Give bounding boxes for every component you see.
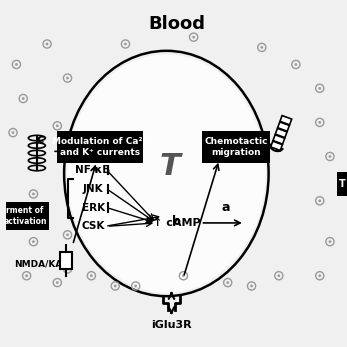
FancyBboxPatch shape bbox=[1, 202, 49, 230]
FancyBboxPatch shape bbox=[337, 172, 347, 196]
Circle shape bbox=[66, 268, 69, 270]
Ellipse shape bbox=[136, 137, 197, 210]
Ellipse shape bbox=[111, 107, 222, 240]
Text: T: T bbox=[159, 152, 180, 181]
Circle shape bbox=[318, 87, 321, 90]
Ellipse shape bbox=[68, 55, 265, 292]
Bar bbox=[280, 116, 292, 125]
Circle shape bbox=[12, 131, 14, 134]
Ellipse shape bbox=[93, 85, 240, 262]
Text: T: T bbox=[339, 179, 346, 189]
Ellipse shape bbox=[103, 98, 229, 249]
Text: Chemotactic
migration: Chemotactic migration bbox=[204, 137, 268, 157]
Circle shape bbox=[329, 240, 331, 243]
Text: JNK: JNK bbox=[83, 184, 103, 194]
Circle shape bbox=[134, 285, 137, 287]
Text: a: a bbox=[222, 201, 230, 214]
Ellipse shape bbox=[107, 102, 226, 245]
Text: b: b bbox=[172, 215, 181, 228]
Circle shape bbox=[318, 274, 321, 277]
Ellipse shape bbox=[82, 72, 251, 275]
Circle shape bbox=[15, 223, 18, 226]
FancyBboxPatch shape bbox=[202, 131, 270, 163]
Circle shape bbox=[261, 46, 263, 49]
Text: ↑ cAMP: ↑ cAMP bbox=[153, 218, 201, 228]
Ellipse shape bbox=[78, 68, 254, 279]
Ellipse shape bbox=[132, 133, 201, 214]
Circle shape bbox=[318, 200, 321, 202]
Text: iGlu3R: iGlu3R bbox=[151, 320, 192, 330]
Ellipse shape bbox=[128, 128, 204, 219]
Circle shape bbox=[329, 155, 331, 158]
FancyBboxPatch shape bbox=[57, 131, 143, 163]
Ellipse shape bbox=[114, 111, 219, 236]
Text: ERK: ERK bbox=[82, 203, 105, 213]
Text: rment of
activation: rment of activation bbox=[3, 206, 47, 226]
Bar bbox=[273, 135, 285, 144]
Text: c: c bbox=[36, 133, 44, 146]
Circle shape bbox=[278, 274, 280, 277]
Circle shape bbox=[66, 77, 69, 79]
Ellipse shape bbox=[75, 64, 258, 283]
Bar bbox=[278, 122, 289, 131]
Circle shape bbox=[226, 281, 229, 284]
Ellipse shape bbox=[71, 59, 261, 288]
Ellipse shape bbox=[125, 124, 208, 223]
Circle shape bbox=[124, 43, 127, 45]
Text: Modulation of Ca²⁺
and K⁺ currents: Modulation of Ca²⁺ and K⁺ currents bbox=[52, 137, 147, 157]
Circle shape bbox=[46, 43, 49, 45]
Text: Blood: Blood bbox=[148, 15, 205, 33]
Text: NMDA/KA: NMDA/KA bbox=[14, 259, 63, 268]
Circle shape bbox=[295, 63, 297, 66]
Text: CSK: CSK bbox=[82, 221, 105, 231]
Circle shape bbox=[15, 63, 18, 66]
Circle shape bbox=[250, 285, 253, 287]
Text: NF-κB: NF-κB bbox=[75, 165, 111, 175]
Circle shape bbox=[32, 193, 35, 195]
Bar bbox=[271, 141, 282, 151]
Ellipse shape bbox=[89, 81, 244, 266]
Circle shape bbox=[114, 285, 117, 287]
Circle shape bbox=[56, 125, 59, 127]
Ellipse shape bbox=[96, 90, 236, 257]
Circle shape bbox=[32, 240, 35, 243]
Ellipse shape bbox=[86, 77, 247, 270]
Circle shape bbox=[56, 281, 59, 284]
Circle shape bbox=[182, 274, 185, 277]
Circle shape bbox=[90, 274, 93, 277]
Circle shape bbox=[25, 274, 28, 277]
Ellipse shape bbox=[118, 115, 215, 232]
Circle shape bbox=[192, 36, 195, 39]
Bar bbox=[275, 128, 287, 138]
Bar bbox=[60, 252, 72, 269]
Circle shape bbox=[318, 121, 321, 124]
Circle shape bbox=[66, 234, 69, 236]
Circle shape bbox=[22, 97, 25, 100]
Ellipse shape bbox=[121, 119, 211, 228]
Ellipse shape bbox=[100, 94, 233, 253]
